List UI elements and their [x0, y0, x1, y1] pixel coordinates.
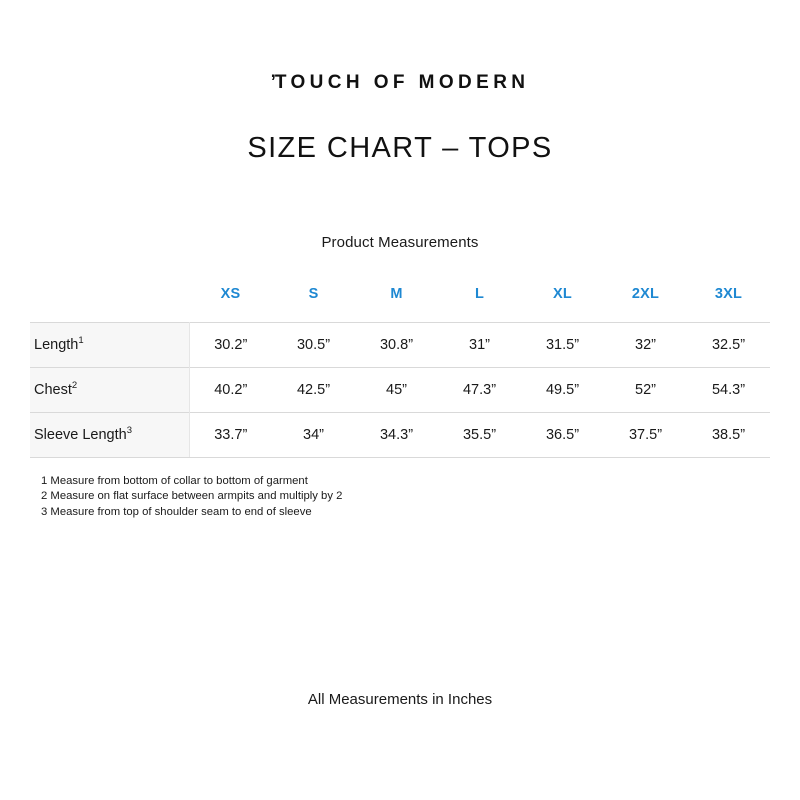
bottom-note-container: All Measurements in Inches	[0, 691, 800, 709]
column-header-3xl: 3XL	[714, 286, 743, 302]
brand-name: TOUCH OF MODERN	[274, 72, 530, 93]
brand-logo-text: ’TOUCH OF MODERN	[271, 72, 530, 94]
page-title-container: SIZE CHART – TOPS	[0, 113, 800, 185]
cell-sleeve-l: 35.5”	[438, 412, 521, 458]
cell-sleeve-xl: 36.5”	[521, 412, 604, 458]
table-row: Chest2 40.2” 42.5” 45” 47.3” 49.5” 52” 5…	[30, 367, 770, 413]
row-label-text: Sleeve Length	[34, 427, 127, 443]
column-header-xs: XS	[220, 286, 241, 302]
row-label-length: Length1	[30, 322, 190, 368]
cell-length-2xl: 32”	[604, 322, 687, 368]
row-label-text: Chest	[34, 382, 72, 398]
footnote-2: 2 Measure on flat surface between armpit…	[41, 490, 343, 503]
cell-length-3xl: 32.5”	[687, 322, 770, 368]
cell-length-xs: 30.2”	[189, 322, 272, 368]
cell-chest-3xl: 54.3”	[687, 367, 770, 413]
footnote-marker: 3	[126, 425, 133, 437]
footnotes-container: 1 Measure from bottom of collar to botto…	[41, 474, 641, 520]
footnote-marker: 1	[78, 335, 84, 347]
cell-chest-m: 45”	[355, 367, 438, 413]
cell-chest-l: 47.3”	[438, 367, 521, 413]
measurements-table: XS S M L XL 2XL 3XL Length1 30.2” 30.5” …	[30, 286, 770, 458]
table-header: XS S M L XL 2XL 3XL	[30, 286, 770, 323]
brand-logo: ’TOUCH OF MODERN	[0, 72, 800, 94]
table-row: Length1 30.2” 30.5” 30.8” 31” 31.5” 32” …	[30, 322, 770, 368]
cell-sleeve-3xl: 38.5”	[687, 412, 770, 458]
table-body: Length1 30.2” 30.5” 30.8” 31” 31.5” 32” …	[30, 322, 770, 458]
apostrophe-mark: ’	[270, 72, 276, 93]
page-title: SIZE CHART – TOPS	[247, 132, 553, 165]
column-header-label	[30, 286, 189, 323]
column-header-s: S	[308, 286, 319, 302]
footnote-3: 3 Measure from top of shoulder seam to e…	[41, 505, 312, 518]
section-label-container: Product Measurements	[0, 234, 800, 252]
section-label: Product Measurements	[321, 234, 479, 251]
row-label-sleeve-length: Sleeve Length3	[30, 412, 190, 458]
cell-length-m: 30.8”	[355, 322, 438, 368]
column-header-xl: XL	[553, 286, 572, 302]
row-label-text: Length	[34, 337, 79, 353]
column-header-m: M	[390, 286, 403, 302]
cell-sleeve-2xl: 37.5”	[604, 412, 687, 458]
cell-chest-s: 42.5”	[272, 367, 355, 413]
cell-chest-xs: 40.2”	[189, 367, 272, 413]
column-header-l: L	[474, 286, 485, 302]
cell-length-l: 31”	[438, 322, 521, 368]
footnote-1: 1 Measure from bottom of collar to botto…	[41, 475, 308, 487]
column-header-2xl: 2XL	[631, 286, 660, 302]
cell-length-xl: 31.5”	[521, 322, 604, 368]
table-header-row: XS S M L XL 2XL 3XL	[30, 286, 770, 323]
cell-chest-2xl: 52”	[604, 367, 687, 413]
table-row: Sleeve Length3 33.7” 34” 34.3” 35.5” 36.…	[30, 412, 770, 458]
measurements-table-container: XS S M L XL 2XL 3XL Length1 30.2” 30.5” …	[30, 286, 770, 458]
cell-sleeve-s: 34”	[272, 412, 355, 458]
cell-sleeve-xs: 33.7”	[189, 412, 272, 458]
cell-sleeve-m: 34.3”	[355, 412, 438, 458]
cell-length-s: 30.5”	[272, 322, 355, 368]
bottom-note: All Measurements in Inches	[307, 691, 493, 708]
row-label-chest: Chest2	[30, 367, 190, 413]
footnote-marker: 2	[71, 380, 78, 392]
cell-chest-xl: 49.5”	[521, 367, 604, 413]
